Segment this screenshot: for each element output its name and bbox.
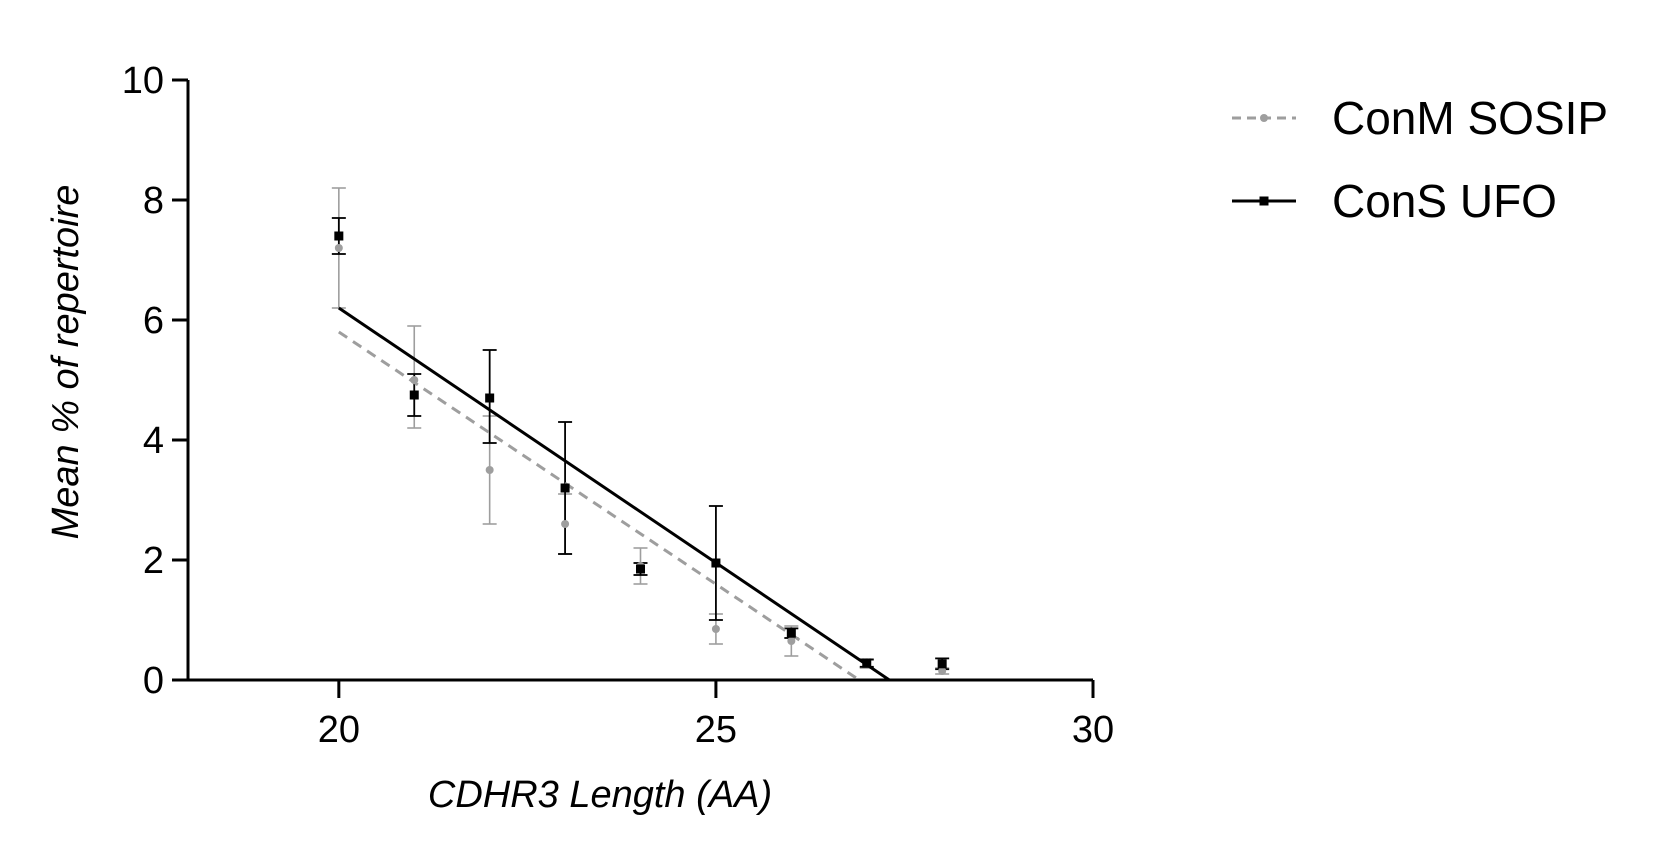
legend: ConM SOSIP ConS UFO	[1232, 92, 1608, 227]
cons-ufo-legend-label: ConS UFO	[1332, 175, 1557, 227]
conm-sosip-marker	[787, 637, 796, 645]
x-tick-label: 20	[318, 709, 360, 751]
y-tick-label: 2	[143, 540, 164, 582]
error-bars	[331, 187, 950, 675]
data-markers	[334, 231, 947, 675]
conm-sosip-marker	[711, 625, 720, 633]
fit-lines	[337, 306, 891, 682]
conm-sosip-marker	[561, 520, 570, 528]
conm-sosip-marker	[485, 466, 494, 474]
y-tick-label: 10	[122, 60, 164, 102]
conm-sosip-legend-marker	[1260, 114, 1268, 122]
cons-ufo-legend-marker	[1259, 196, 1269, 206]
y-tick-label: 4	[143, 420, 164, 462]
cons-ufo-fit-line	[337, 306, 891, 682]
conm-sosip-legend-label: ConM SOSIP	[1332, 92, 1608, 144]
cons-ufo-marker	[636, 564, 645, 574]
cons-ufo-marker	[786, 628, 796, 638]
x-tick-label: 30	[1072, 709, 1114, 751]
cons-ufo-marker	[862, 658, 872, 668]
cons-ufo-marker	[937, 659, 947, 669]
conm-sosip-marker	[410, 376, 419, 384]
x-tick-label: 25	[695, 709, 737, 751]
axes: 0 2 4 6 8 10 20 25 30	[122, 60, 1114, 751]
conm-sosip-marker	[938, 667, 947, 675]
cons-ufo-marker	[334, 231, 344, 241]
y-tick-label: 8	[143, 180, 164, 222]
conm-sosip-fit-line	[337, 330, 861, 682]
cons-ufo-marker	[485, 393, 495, 403]
y-tick-label: 0	[143, 660, 164, 702]
x-axis-title: CDHR3 Length (AA)	[428, 774, 772, 816]
y-axis-title: Mean % of repertoire	[45, 185, 87, 540]
conm-sosip-marker	[334, 244, 343, 252]
cons-ufo-marker	[560, 483, 570, 493]
y-tick-label: 6	[143, 300, 164, 342]
cons-ufo-marker	[409, 390, 419, 400]
cons-ufo-marker	[711, 558, 721, 568]
